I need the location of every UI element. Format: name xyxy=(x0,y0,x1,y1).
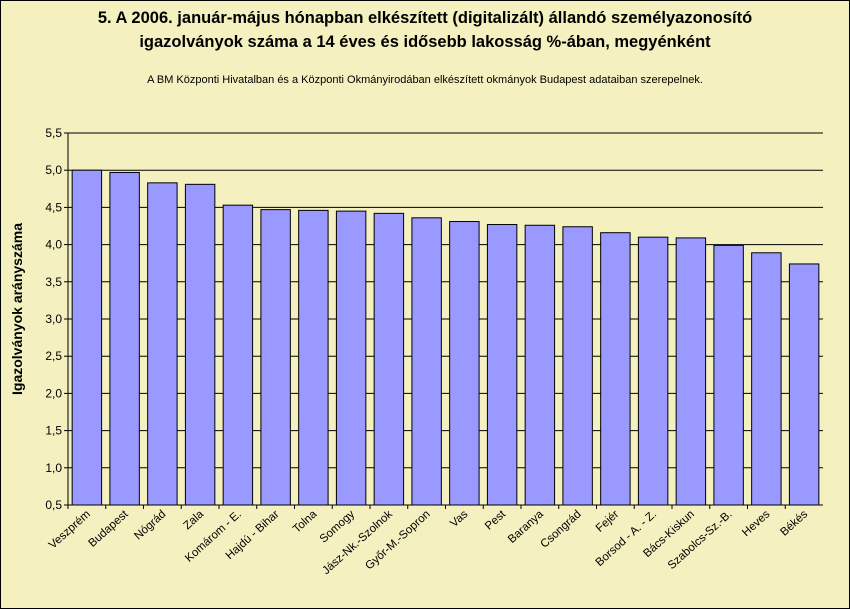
chart-subtitle: A BM Központi Hivatalban és a Központi O… xyxy=(147,74,703,86)
bar xyxy=(637,236,669,506)
bar xyxy=(449,221,480,506)
y-tick-label: 2,0 xyxy=(45,386,62,400)
x-tick-label: Békés xyxy=(778,508,810,538)
bar xyxy=(411,217,442,506)
bar xyxy=(788,263,820,506)
y-tick-label: 5,5 xyxy=(45,126,62,140)
x-tick-label: Zala xyxy=(181,508,206,532)
bar xyxy=(713,244,744,506)
x-tick-label: Veszprém xyxy=(47,508,93,551)
x-tick-label: Tolna xyxy=(291,508,320,536)
bar xyxy=(524,224,556,506)
chart-title-line2: igazolványok száma a 14 éves és idősebb … xyxy=(139,33,711,51)
bar xyxy=(675,237,707,506)
x-tick-label: Csongrád xyxy=(539,508,584,550)
y-tick-label: 4,5 xyxy=(45,200,62,214)
y-tick-label: 1,5 xyxy=(45,424,62,438)
y-tick-label: 2,5 xyxy=(45,349,62,363)
y-tick-label: 3,5 xyxy=(45,275,62,289)
chart-title: 5. A 2006. január-május hónapban elkészí… xyxy=(0,6,850,54)
bar xyxy=(562,226,593,506)
y-tick-label: 3,0 xyxy=(45,312,62,326)
bar xyxy=(260,209,291,506)
bar xyxy=(184,183,216,506)
y-tick-label: 1,0 xyxy=(45,461,62,475)
bar xyxy=(109,171,140,506)
x-tick-label: Fejér xyxy=(594,508,622,535)
x-tick-label: Nógrád xyxy=(132,508,168,542)
x-tick-label: Szabolcs-Sz.-B. xyxy=(666,508,735,572)
bar xyxy=(298,209,329,506)
bar xyxy=(600,232,631,506)
bar xyxy=(373,212,405,506)
bar xyxy=(486,224,518,506)
y-axis-label: Igazolványok arányszáma xyxy=(9,223,25,395)
bar xyxy=(335,210,367,506)
x-tick-label: Jász-Nk.-Szolnok xyxy=(320,508,395,577)
x-tick-label: Pest xyxy=(483,508,509,533)
bar xyxy=(751,252,782,506)
y-tick-label: 5,0 xyxy=(45,163,62,177)
x-tick-label: Budapest xyxy=(86,508,131,550)
x-tick-label: Győr-M.-Sopron xyxy=(363,508,432,572)
y-tick-label: 4,0 xyxy=(45,238,62,252)
bar xyxy=(222,204,254,506)
x-tick-label: Vas xyxy=(448,508,470,530)
bar xyxy=(147,182,178,506)
y-tick-label: 0,5 xyxy=(45,498,62,512)
chart-title-line1: 5. A 2006. január-május hónapban elkészí… xyxy=(97,9,753,27)
x-tick-label: Heves xyxy=(740,508,772,539)
bar xyxy=(71,169,103,506)
